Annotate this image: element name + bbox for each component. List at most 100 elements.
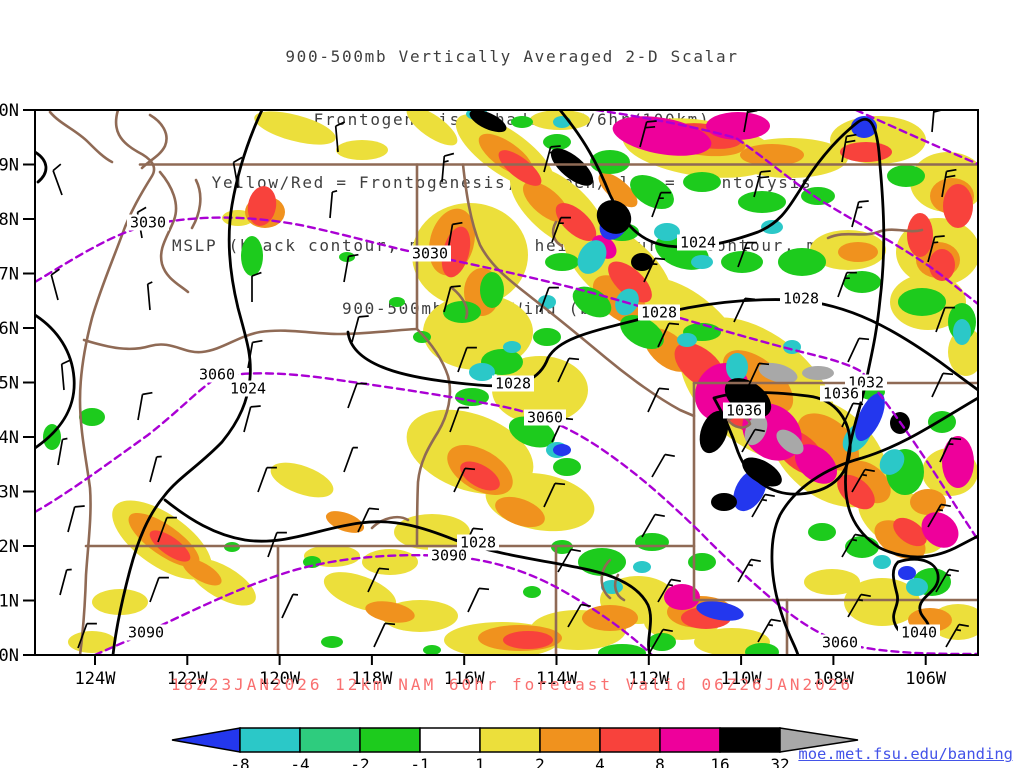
shading-blob <box>907 213 933 257</box>
wind-barb <box>651 191 671 218</box>
mslp-contour-label: 1028 <box>495 375 531 393</box>
wind-barb <box>77 622 97 649</box>
wind-barb <box>449 406 469 433</box>
shading-blob <box>92 589 148 615</box>
height-contour-label-box <box>196 366 238 383</box>
shading-blob <box>635 533 669 551</box>
shading-blob <box>691 255 713 269</box>
shading-blob <box>699 410 729 454</box>
colorbar-cell <box>359 727 421 753</box>
wind-barb <box>67 505 85 533</box>
shading-blob <box>362 549 418 575</box>
wind-barb <box>931 372 954 398</box>
shading-blob <box>247 186 277 226</box>
wind-barb <box>243 405 261 433</box>
height-contour-label: 3090 <box>128 624 164 642</box>
lat-tick-label: 41N <box>0 592 19 612</box>
wind-barb <box>441 152 455 183</box>
lat-tick-label: 46N <box>0 319 19 339</box>
shading-blob <box>630 174 674 210</box>
shading-blob <box>321 636 343 648</box>
mslp-contour-1028-east <box>546 298 977 392</box>
lat-tick-label: 47N <box>0 265 19 285</box>
lat-tick-label: 43N <box>0 483 19 503</box>
mslp-contour-label: 1028 <box>641 304 677 322</box>
wind-barb <box>939 437 962 463</box>
shading-blob <box>550 148 594 186</box>
mslp-contour-label: 1036 <box>823 385 859 403</box>
lat-tick-label: 48N <box>0 210 19 230</box>
colorbar-tick-label: -1 <box>410 755 429 768</box>
state-borders-layer <box>48 111 977 654</box>
mslp-contour-label-box <box>723 402 765 419</box>
wind-barb <box>841 533 865 558</box>
mslp-contour-1036-loop <box>712 391 852 496</box>
lon-tick-label: 124W <box>75 669 117 689</box>
shading-blob <box>182 558 222 586</box>
height-contour-label: 3090 <box>431 547 467 565</box>
mslp-contour-label: 1028 <box>460 534 496 552</box>
shading-blob <box>598 644 646 654</box>
shading-blob <box>758 362 798 384</box>
colorbar-above-max-arrow <box>779 727 859 753</box>
wind-barb <box>567 603 591 628</box>
wind-barb <box>50 268 60 301</box>
wind-barb <box>841 402 864 428</box>
missouri-river <box>826 228 924 240</box>
shading-blob <box>843 271 881 293</box>
shading-blob <box>688 553 716 571</box>
lon-tick-label: 118W <box>351 669 393 689</box>
wind-barb <box>639 120 657 148</box>
forecast-valid-text: 18Z23JAN2026 12km NAM 60hr forecast Vali… <box>170 675 854 694</box>
wind-barb <box>453 467 476 493</box>
colorbar-tick-label: 4 <box>595 755 605 768</box>
mslp-contour-label-box <box>457 534 499 551</box>
wind-barb <box>657 322 680 348</box>
shading-blob <box>601 580 623 594</box>
height-contour-label: 3060 <box>199 366 235 384</box>
mslp-contour-label-box <box>492 375 534 392</box>
wind-barb <box>651 453 675 478</box>
border-columbia-river-46n <box>82 327 419 354</box>
colorbar-cell <box>299 727 361 753</box>
mslp-contour-label: 1036 <box>726 402 762 420</box>
wind-barb <box>557 548 581 573</box>
shading-blob <box>492 356 588 424</box>
wind-barb <box>52 163 63 196</box>
shading-blob <box>855 392 885 442</box>
wind-barb <box>467 587 490 613</box>
wind-barb <box>847 593 871 618</box>
shading-blob <box>441 226 471 278</box>
colorbar-below-min-arrow <box>171 727 241 753</box>
wind-barb <box>257 466 277 493</box>
credit-link[interactable]: moe.met.fsu.edu/banding <box>798 745 1013 763</box>
wind-barb <box>927 235 945 263</box>
shading-blob <box>942 436 974 488</box>
wind-barb <box>557 357 580 383</box>
colorbar-cell <box>599 727 661 753</box>
wind-barb <box>281 593 299 619</box>
shading-blob <box>469 363 495 381</box>
wind-barb <box>737 241 757 268</box>
shading-blob <box>761 220 783 234</box>
lat-tick-label: 40N <box>0 646 19 666</box>
height-contour-label-box <box>127 214 169 231</box>
wind-barb <box>329 189 338 219</box>
shading-blob <box>577 240 607 274</box>
shading-blob <box>776 429 804 455</box>
wind-barb <box>457 346 477 373</box>
wind-barb <box>232 156 243 189</box>
mslp-contour-label-box <box>677 234 719 251</box>
border-bc-coast-squiggle <box>48 111 168 170</box>
shading-blob <box>596 200 632 234</box>
wind-barb <box>753 170 771 198</box>
shading-blob <box>480 272 504 308</box>
height-contour-label-box <box>819 634 861 651</box>
lon-tick-label: 112W <box>628 669 670 689</box>
colorbar-tick-label: -8 <box>230 755 249 768</box>
mslp-contours-layer <box>36 111 977 654</box>
wind-barb <box>935 568 959 593</box>
shading-blob <box>538 295 556 309</box>
mslp-contour-label-box <box>898 624 940 641</box>
